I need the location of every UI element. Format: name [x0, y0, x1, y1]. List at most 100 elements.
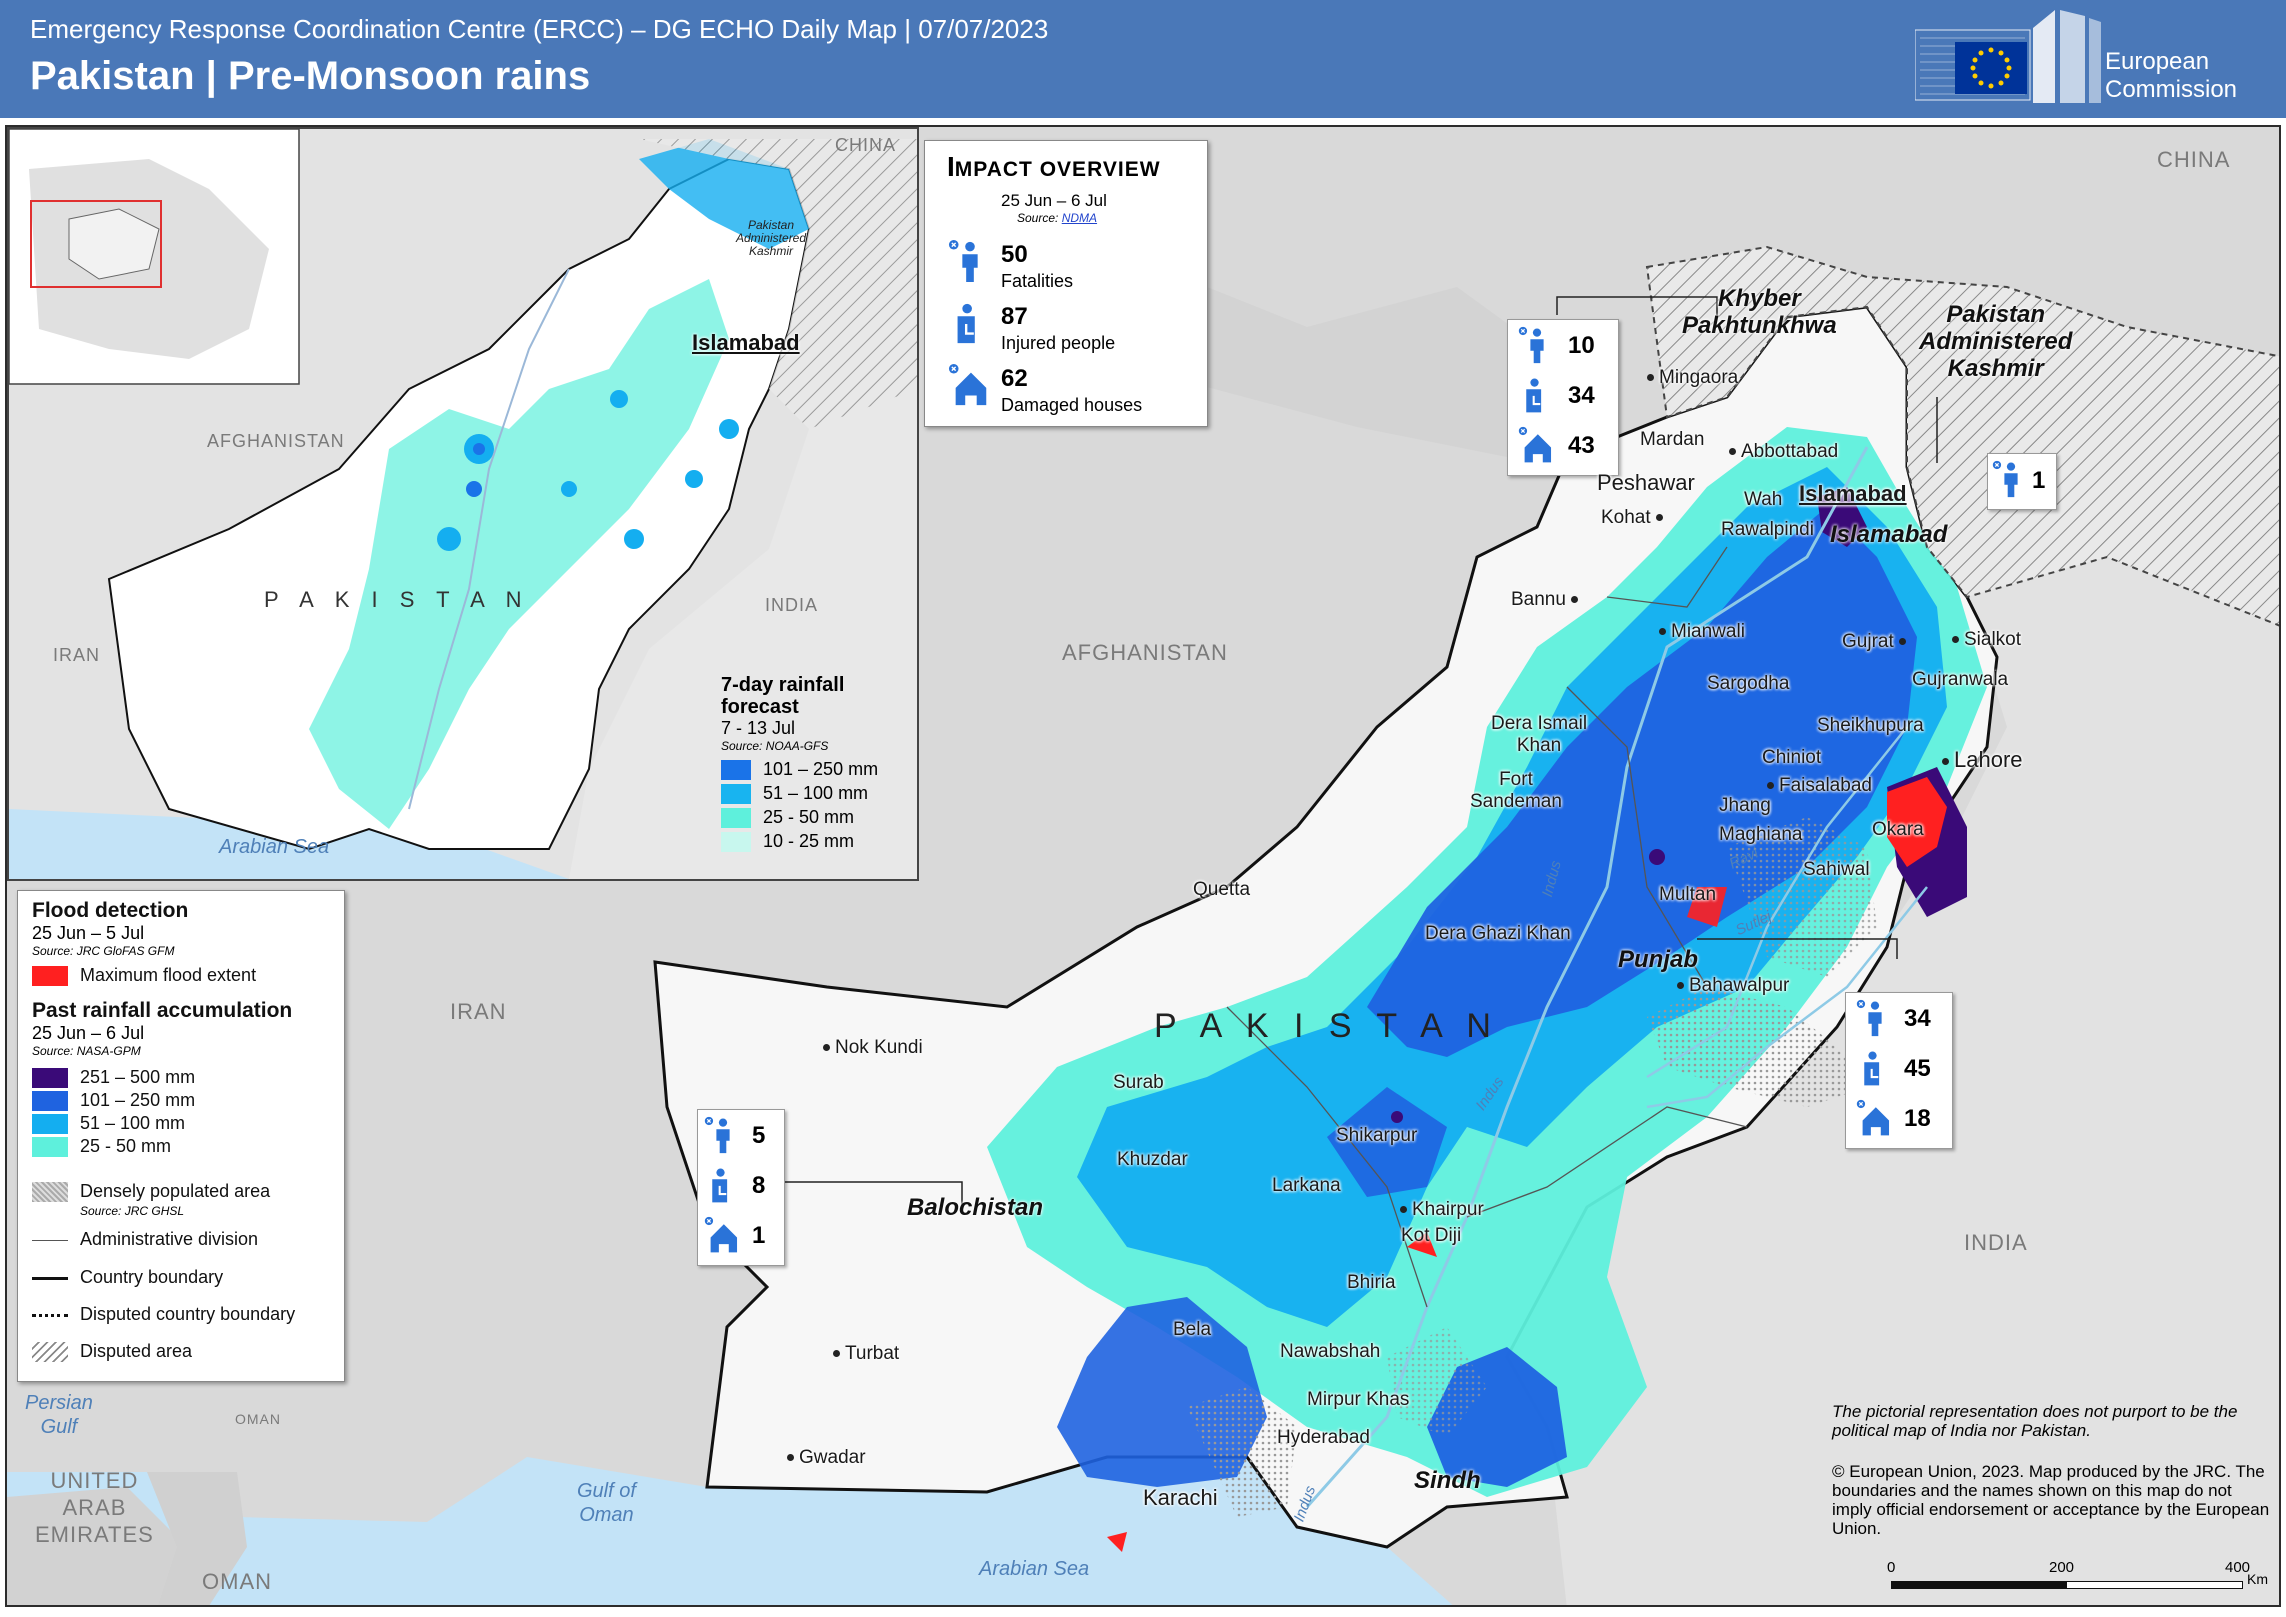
city-islamabad: Islamabad: [1799, 481, 1907, 506]
inset-label-pakistan: P A K I S T A N: [264, 587, 530, 612]
damaged-houses-row: 62 Damaged houses: [947, 363, 1197, 419]
forecast-inset-map[interactable]: CHINA AFGHANISTAN P A K I S T A N IRAN I…: [7, 127, 919, 881]
fatalities-icon: [704, 1116, 730, 1154]
legend-country-boundary: Country boundary: [32, 1267, 223, 1288]
scale-tick-400: 400: [2225, 1559, 2251, 1576]
injured-label: Injured people: [1001, 333, 1116, 353]
inset-label-iran: IRAN: [53, 645, 101, 665]
city-dera-ismail-khan: Dera Ismail Khan: [1491, 713, 1588, 756]
label-kashmir: Pakistan Administered Kashmir: [1919, 301, 2073, 382]
city-wah: Wah: [1744, 489, 1783, 510]
kashmir-fatalities-value: 1: [2032, 467, 2046, 494]
injured-icon: [712, 1168, 728, 1203]
punjab-damaged-value: 18: [1904, 1105, 1931, 1132]
legend-flood-source: Source: JRC GloFAS GFM: [32, 944, 175, 958]
damaged-houses-value: 62: [1001, 365, 1028, 392]
khyber-impact-box: 10 34 43: [1507, 319, 1619, 476]
city-gujrat: Gujrat: [1842, 631, 1911, 653]
label-sindh: Sindh: [1414, 1467, 1481, 1494]
label-uae: UNITED ARAB EMIRATES: [35, 1468, 154, 1547]
legend-rain-class-4: 25 - 50 mm: [32, 1136, 171, 1158]
label-punjab: Punjab: [1618, 946, 1699, 973]
forecast-legend-title-line2: forecast: [721, 696, 799, 718]
scale-tick-0: 0: [1887, 1559, 1896, 1576]
impact-overview-title: IMPACT OVERVIEW: [947, 151, 1161, 182]
map-title: Pakistan | Pre-Monsoon rains: [30, 54, 591, 98]
scale-bar: 0 200 400 Km: [1887, 1559, 2268, 1599]
damaged-house-icon: [704, 1216, 738, 1253]
punjab-fatalities-value: 34: [1904, 1005, 1931, 1032]
punjab-fatalities: 34: [1856, 999, 1952, 1043]
forecast-legend-period: 7 - 13 Jul: [721, 718, 796, 738]
city-multan: Multan: [1659, 884, 1717, 905]
label-afghanistan: AFGHANISTAN: [1062, 640, 1228, 665]
impact-overview-panel: IMPACT OVERVIEW 25 Jun – 6 Jul Source: N…: [924, 140, 1208, 427]
damaged-house-icon: [1856, 1099, 1890, 1136]
inset-label-india: INDIA: [765, 595, 819, 615]
label-oman-small: OMAN: [235, 1411, 281, 1427]
legend-disputed-area: Disputed area: [32, 1341, 192, 1363]
city-okara: Okara: [1872, 819, 1924, 840]
label-balochistan: Balochistan: [907, 1194, 1044, 1221]
city-faisalabad: Faisalabad: [1767, 775, 1872, 797]
city-hyderabad: Hyderabad: [1277, 1427, 1370, 1448]
ndma-link[interactable]: NDMA: [1061, 211, 1098, 225]
damaged-house-icon: [948, 363, 987, 406]
legend-flood-extent: Maximum flood extent: [32, 965, 256, 987]
legend-flood-title: Flood detection: [32, 899, 189, 922]
khyber-fatalities: 10: [1518, 326, 1614, 370]
city-khuzdar: Khuzdar: [1117, 1149, 1188, 1170]
city-nok-kundi: Nok Kundi: [823, 1037, 923, 1059]
label-gulf-of-oman: Gulf of Oman: [577, 1480, 636, 1526]
label-india: INDIA: [1964, 1230, 2028, 1255]
injured-icon: [1526, 378, 1542, 413]
balochistan-impact-box: 5 8 1: [697, 1109, 785, 1266]
label-khyber-pakhtunkhwa: Khyber Pakhtunkhwa: [1682, 285, 1837, 339]
city-maghiana: Maghiana: [1719, 824, 1803, 845]
balochistan-fatalities: 5: [704, 1116, 784, 1160]
fatalities-icon: [948, 239, 978, 283]
forecast-legend: 7-day rainfall forecast 7 - 13 Jul Sourc…: [721, 674, 911, 855]
injured-icon: [957, 303, 975, 344]
city-bahawalpur: Bahawalpur: [1677, 975, 1789, 997]
forecast-legend-source: Source: NOAA-GFS: [721, 739, 829, 753]
inset-label-arabian-sea: Arabian Sea: [219, 836, 330, 858]
legend-disputed-boundary: Disputed country boundary: [32, 1304, 295, 1325]
injured-row: 87 Injured people: [947, 301, 1197, 357]
city-bannu: Bannu: [1511, 589, 1583, 611]
eu-flag-icon: [1914, 10, 2101, 103]
legend-flood-period: 25 Jun – 5 Jul: [32, 923, 145, 943]
city-gwadar: Gwadar: [787, 1447, 866, 1469]
city-nawabshah: Nawabshah: [1280, 1341, 1381, 1362]
forecast-class-4: 10 - 25 mm: [721, 831, 911, 855]
damaged-houses-label: Damaged houses: [1001, 395, 1143, 415]
city-sahiwal: Sahiwal: [1803, 859, 1870, 880]
label-iran: IRAN: [450, 999, 507, 1024]
label-china: CHINA: [2157, 147, 2231, 172]
legend-dense-pop: Densely populated area: [32, 1181, 270, 1203]
khyber-fatalities-value: 10: [1568, 332, 1595, 359]
map-legend: Flood detection 25 Jun – 5 Jul Source: J…: [17, 890, 345, 1382]
city-bela: Bela: [1173, 1319, 1212, 1340]
inset-label-china: CHINA: [835, 135, 897, 155]
disclaimer-text: The pictorial representation does not pu…: [1832, 1402, 2238, 1440]
city-dera-ghazi-khan: Dera Ghazi Khan: [1425, 923, 1571, 944]
punjab-damaged: 18: [1856, 1099, 1952, 1143]
khyber-damaged-value: 43: [1568, 432, 1595, 459]
city-kot-diji: Kot Diji: [1401, 1225, 1462, 1246]
forecast-inset-basemap: [9, 129, 917, 879]
balochistan-fatalities-value: 5: [752, 1122, 766, 1149]
kashmir-impact-box: 1: [1987, 453, 2057, 510]
punjab-impact-box: 34 45 18: [1845, 992, 1953, 1149]
city-mirpur-khas: Mirpur Khas: [1307, 1389, 1410, 1410]
city-fort-sandeman: Fort Sandeman: [1470, 769, 1562, 812]
forecast-class-3: 25 - 50 mm: [721, 807, 911, 831]
khyber-damaged: 43: [1518, 426, 1614, 470]
map-header: Emergency Response Coordination Centre (…: [0, 0, 2286, 118]
city-mianwali: Mianwali: [1659, 621, 1745, 643]
city-khairpur: Khairpur: [1400, 1199, 1484, 1221]
city-sialkot: Sialkot: [1952, 629, 2021, 651]
fatalities-icon: [1518, 326, 1544, 364]
city-sargodha: Sargodha: [1707, 673, 1790, 694]
main-map[interactable]: CHINA AFGHANISTAN P A K I S T A N IRAN I…: [5, 125, 2281, 1607]
